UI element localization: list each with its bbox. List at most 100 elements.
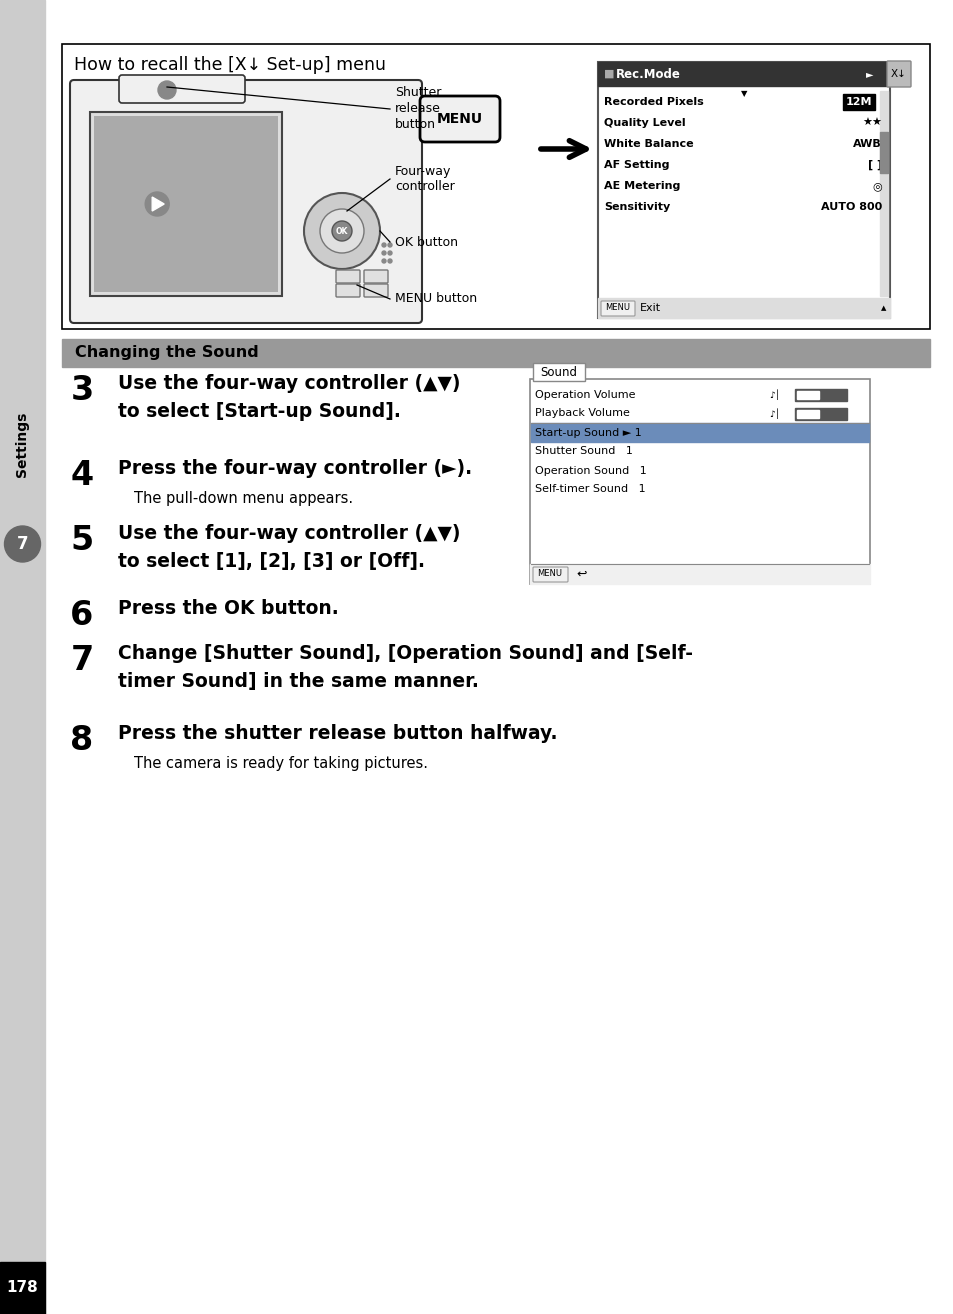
- Text: Use the four-way controller (▲▼): Use the four-way controller (▲▼): [118, 374, 460, 393]
- Circle shape: [5, 526, 40, 562]
- Text: 178: 178: [7, 1281, 38, 1296]
- Bar: [598, 62, 889, 85]
- Bar: [598, 298, 889, 318]
- Text: Recorded Pixels: Recorded Pixels: [603, 97, 703, 106]
- FancyBboxPatch shape: [886, 60, 910, 87]
- Bar: [62, 339, 929, 367]
- Text: Playback Volume: Playback Volume: [535, 409, 629, 418]
- Bar: [530, 378, 869, 583]
- Circle shape: [381, 243, 386, 247]
- Bar: [879, 91, 887, 296]
- FancyBboxPatch shape: [533, 568, 567, 582]
- Text: OK: OK: [335, 226, 348, 235]
- Text: ↩: ↩: [576, 568, 586, 581]
- Text: OK button: OK button: [395, 235, 457, 248]
- Text: to select [Start-up Sound].: to select [Start-up Sound].: [118, 402, 400, 420]
- Text: [ ]: [ ]: [867, 160, 882, 170]
- Bar: [530, 564, 869, 583]
- Text: timer Sound] in the same manner.: timer Sound] in the same manner.: [118, 671, 478, 691]
- Text: ▲: ▲: [881, 305, 885, 311]
- Text: MENU: MENU: [537, 569, 562, 578]
- Text: Sensitivity: Sensitivity: [603, 202, 670, 212]
- Text: Four-way
controller: Four-way controller: [395, 164, 455, 193]
- Text: Press the four-way controller (►).: Press the four-way controller (►).: [118, 459, 472, 478]
- Bar: [94, 116, 277, 292]
- Text: ♪│: ♪│: [768, 389, 780, 399]
- Text: 3: 3: [71, 374, 93, 407]
- Bar: [90, 112, 282, 296]
- Bar: [62, 43, 929, 328]
- Text: The pull-down menu appears.: The pull-down menu appears.: [133, 491, 353, 506]
- FancyBboxPatch shape: [533, 363, 584, 381]
- Bar: [796, 410, 818, 418]
- Text: ▼: ▼: [740, 89, 746, 99]
- Text: Operation Sound   1: Operation Sound 1: [535, 465, 646, 476]
- Polygon shape: [152, 197, 164, 212]
- Text: The camera is ready for taking pictures.: The camera is ready for taking pictures.: [133, 756, 428, 771]
- Text: ■: ■: [603, 70, 614, 79]
- Text: Operation Volume: Operation Volume: [535, 389, 635, 399]
- Circle shape: [319, 209, 364, 254]
- FancyBboxPatch shape: [419, 96, 499, 142]
- Bar: [0, 1261, 45, 1314]
- FancyBboxPatch shape: [364, 284, 388, 297]
- Text: Sound: Sound: [540, 365, 577, 378]
- Text: Exit: Exit: [639, 304, 660, 313]
- Text: 5: 5: [71, 524, 93, 557]
- Text: AE Metering: AE Metering: [603, 181, 679, 191]
- Text: Shutter
release
button: Shutter release button: [395, 87, 441, 131]
- Text: Rec.Mode: Rec.Mode: [616, 67, 680, 80]
- Bar: [794, 407, 846, 419]
- Text: AF Setting: AF Setting: [603, 160, 669, 170]
- Text: Quality Level: Quality Level: [603, 118, 685, 127]
- Circle shape: [388, 259, 392, 263]
- FancyBboxPatch shape: [335, 269, 359, 283]
- Circle shape: [332, 221, 352, 240]
- Text: Change [Shutter Sound], [Operation Sound] and [Self-: Change [Shutter Sound], [Operation Sound…: [118, 644, 692, 664]
- Text: Shutter Sound   1: Shutter Sound 1: [535, 447, 632, 456]
- FancyBboxPatch shape: [335, 284, 359, 297]
- Text: MENU: MENU: [605, 304, 630, 313]
- Bar: [531, 423, 868, 442]
- Circle shape: [388, 251, 392, 255]
- Text: X↓: X↓: [890, 70, 906, 79]
- Text: 12M: 12M: [845, 97, 871, 106]
- Text: ◎: ◎: [871, 181, 882, 191]
- Text: How to recall the [X↓ Set-up] menu: How to recall the [X↓ Set-up] menu: [74, 57, 386, 74]
- Text: ♪│: ♪│: [768, 409, 780, 419]
- Text: Self-timer Sound   1: Self-timer Sound 1: [535, 485, 645, 494]
- Text: AUTO 800: AUTO 800: [820, 202, 882, 212]
- Text: 8: 8: [71, 724, 93, 757]
- Text: Start-up Sound ► 1: Start-up Sound ► 1: [535, 427, 641, 438]
- FancyBboxPatch shape: [119, 75, 245, 102]
- Text: MENU button: MENU button: [395, 293, 476, 305]
- Text: Changing the Sound: Changing the Sound: [75, 346, 258, 360]
- FancyBboxPatch shape: [70, 80, 421, 323]
- FancyBboxPatch shape: [600, 301, 635, 315]
- Circle shape: [381, 251, 386, 255]
- Text: 6: 6: [71, 599, 93, 632]
- Text: 4: 4: [71, 459, 93, 491]
- Text: AWB: AWB: [852, 139, 882, 148]
- Text: to select [1], [2], [3] or [Off].: to select [1], [2], [3] or [Off].: [118, 552, 424, 572]
- Text: ★★: ★★: [862, 118, 882, 127]
- Circle shape: [381, 259, 386, 263]
- Bar: [879, 131, 887, 173]
- FancyBboxPatch shape: [364, 269, 388, 283]
- Text: White Balance: White Balance: [603, 139, 693, 148]
- Text: ►: ►: [865, 70, 873, 79]
- Bar: [794, 389, 846, 401]
- Circle shape: [304, 193, 379, 269]
- Bar: [796, 390, 818, 398]
- Bar: [0, 0, 45, 1314]
- Bar: [842, 95, 874, 110]
- Bar: [598, 62, 889, 318]
- Text: 7: 7: [16, 535, 29, 553]
- Text: 7: 7: [71, 644, 93, 677]
- Text: MENU: MENU: [436, 112, 482, 126]
- Text: Use the four-way controller (▲▼): Use the four-way controller (▲▼): [118, 524, 460, 543]
- Text: Settings: Settings: [15, 411, 30, 477]
- Circle shape: [158, 81, 175, 99]
- Text: Press the shutter release button halfway.: Press the shutter release button halfway…: [118, 724, 557, 742]
- Circle shape: [388, 243, 392, 247]
